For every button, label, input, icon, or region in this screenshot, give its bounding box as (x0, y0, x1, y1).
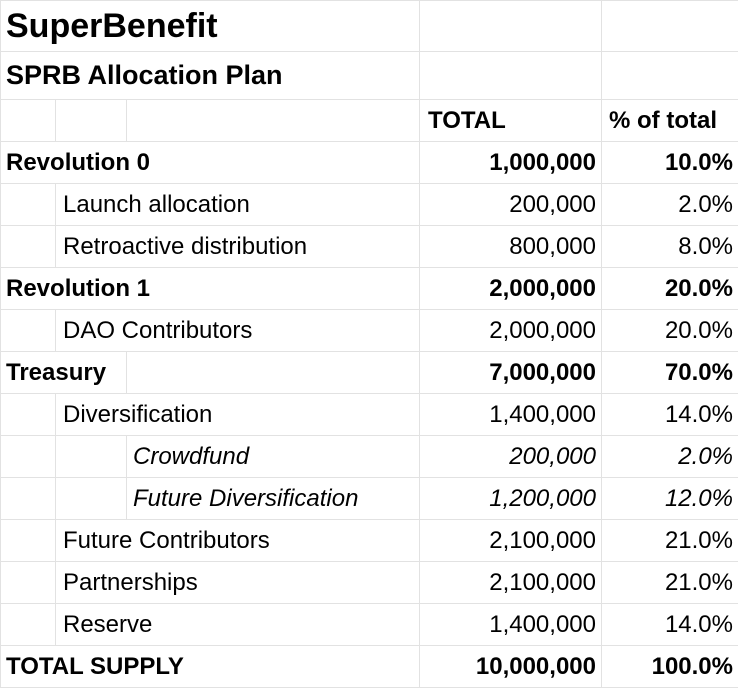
empty-cell[interactable] (1, 604, 56, 646)
total-cell[interactable]: 2,100,000 (420, 562, 602, 604)
empty-cell[interactable] (602, 52, 738, 100)
item-label[interactable]: Diversification (56, 394, 420, 436)
empty-cell[interactable] (1, 184, 56, 226)
item-label[interactable]: Partnerships (56, 562, 420, 604)
empty-cell[interactable] (1, 562, 56, 604)
empty-cell[interactable] (1, 310, 56, 352)
header-total[interactable]: TOTAL (420, 100, 602, 142)
total-cell[interactable]: 200,000 (420, 436, 602, 478)
empty-cell[interactable] (1, 100, 56, 142)
section-label[interactable]: Treasury (1, 352, 127, 394)
pct-cell[interactable]: 10.0% (602, 142, 738, 184)
total-cell[interactable]: 1,200,000 (420, 478, 602, 520)
empty-cell[interactable] (602, 1, 738, 52)
pct-cell[interactable]: 2.0% (602, 436, 738, 478)
pct-cell[interactable]: 14.0% (602, 394, 738, 436)
empty-cell[interactable] (56, 436, 127, 478)
subitem-label[interactable]: Future Diversification (127, 478, 420, 520)
pct-cell[interactable]: 100.0% (602, 646, 738, 688)
sheet-title[interactable]: SuperBenefit (1, 1, 420, 52)
empty-cell[interactable] (1, 520, 56, 562)
item-label[interactable]: Launch allocation (56, 184, 420, 226)
pct-cell[interactable]: 21.0% (602, 520, 738, 562)
total-cell[interactable]: 1,000,000 (420, 142, 602, 184)
total-cell[interactable]: 200,000 (420, 184, 602, 226)
total-cell[interactable]: 2,000,000 (420, 268, 602, 310)
empty-cell[interactable] (1, 394, 56, 436)
header-pct-of-total[interactable]: % of total (602, 100, 738, 142)
pct-cell[interactable]: 12.0% (602, 478, 738, 520)
empty-cell[interactable] (1, 478, 56, 520)
total-cell[interactable]: 10,000,000 (420, 646, 602, 688)
total-cell[interactable]: 1,400,000 (420, 394, 602, 436)
empty-cell[interactable] (127, 100, 420, 142)
pct-cell[interactable]: 2.0% (602, 184, 738, 226)
pct-cell[interactable]: 70.0% (602, 352, 738, 394)
section-label[interactable]: Revolution 0 (1, 142, 420, 184)
sheet-subtitle[interactable]: SPRB Allocation Plan (1, 52, 420, 100)
section-label[interactable]: Revolution 1 (1, 268, 420, 310)
pct-cell[interactable]: 20.0% (602, 310, 738, 352)
item-label[interactable]: Future Contributors (56, 520, 420, 562)
empty-cell[interactable] (1, 226, 56, 268)
empty-cell[interactable] (127, 352, 420, 394)
item-label[interactable]: Retroactive distribution (56, 226, 420, 268)
pct-cell[interactable]: 20.0% (602, 268, 738, 310)
total-cell[interactable]: 2,000,000 (420, 310, 602, 352)
subitem-label[interactable]: Crowdfund (127, 436, 420, 478)
empty-cell[interactable] (420, 1, 602, 52)
empty-cell[interactable] (56, 478, 127, 520)
total-cell[interactable]: 1,400,000 (420, 604, 602, 646)
pct-cell[interactable]: 21.0% (602, 562, 738, 604)
item-label[interactable]: Reserve (56, 604, 420, 646)
total-cell[interactable]: 800,000 (420, 226, 602, 268)
empty-cell[interactable] (56, 100, 127, 142)
pct-cell[interactable]: 14.0% (602, 604, 738, 646)
empty-cell[interactable] (1, 436, 56, 478)
total-cell[interactable]: 2,100,000 (420, 520, 602, 562)
pct-cell[interactable]: 8.0% (602, 226, 738, 268)
total-cell[interactable]: 7,000,000 (420, 352, 602, 394)
total-supply-label[interactable]: TOTAL SUPPLY (1, 646, 420, 688)
item-label[interactable]: DAO Contributors (56, 310, 420, 352)
empty-cell[interactable] (420, 52, 602, 100)
